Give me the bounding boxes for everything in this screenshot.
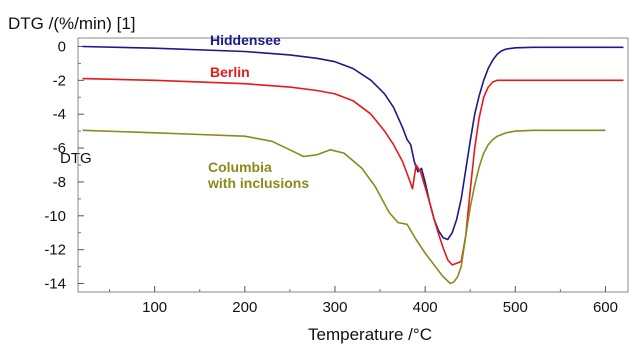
y-tick-label: -10 [44,208,66,225]
series-label: Columbia [208,159,272,175]
y-tick-label: -14 [44,276,66,293]
y-axis-title: DTG /(%/min) [1] [8,14,136,33]
x-tick-label: 100 [142,299,167,316]
plot-frame [77,37,629,293]
series-line [82,129,606,285]
series-label: with inclusions [207,175,309,191]
y-tick-label: -12 [44,242,66,259]
x-tick-label: 200 [232,299,257,316]
x-tick-label: 300 [322,299,347,316]
series-line [82,45,624,241]
x-tick-label: 600 [593,299,618,316]
x-tick-label: 500 [503,299,528,316]
series-label: Hiddensee [210,32,281,48]
y-tick-label: 0 [58,38,66,55]
y-tick-label: -4 [53,106,66,123]
y-tick-label: -6 [53,140,66,157]
series-lines [82,45,624,285]
x-axis-title: Temperature /°C [308,325,432,344]
axes: 100 200 300 400 500 600 0 -2 -4 -6 -8 -10 -12 -14 [44,37,629,316]
series-label: Berlin [210,64,250,80]
y-tick-label: -8 [53,174,66,191]
y-tick-label: -2 [53,72,66,89]
dtg-note: DTG [60,150,92,167]
x-tick-label: 400 [413,299,438,316]
series-line [82,77,624,266]
